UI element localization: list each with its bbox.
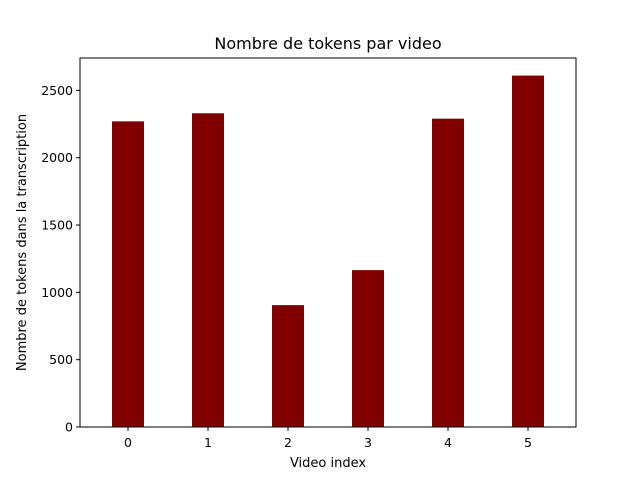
y-tick-label: 2000 — [41, 150, 73, 165]
y-axis-ticks: 0 500 1000 1500 2000 2500 — [41, 83, 80, 435]
bar-3 — [352, 270, 384, 427]
y-tick-label: 2500 — [41, 83, 73, 98]
bar-5 — [512, 75, 544, 428]
bar-2 — [272, 305, 304, 427]
y-tick-label: 1500 — [41, 218, 73, 233]
x-tick-label: 0 — [124, 435, 132, 450]
y-tick-label: 0 — [65, 420, 73, 435]
x-tick-label: 2 — [284, 435, 292, 450]
x-axis-ticks: 0 1 2 3 4 5 — [124, 427, 532, 450]
x-tick-label: 5 — [524, 435, 532, 450]
bars-group — [112, 75, 544, 428]
x-axis-label: Video index — [290, 456, 366, 471]
y-axis-label: Nombre de tokens dans la transcription — [15, 114, 30, 371]
y-tick-label: 500 — [49, 352, 73, 367]
chart-title: Nombre de tokens par video — [214, 34, 441, 53]
bar-1 — [192, 113, 224, 427]
plot-frame — [79, 57, 577, 428]
x-tick-label: 1 — [204, 435, 212, 450]
y-tick-label: 1000 — [41, 285, 73, 300]
bar-0 — [112, 121, 144, 428]
bar-4 — [432, 118, 464, 428]
x-tick-label: 4 — [444, 435, 452, 450]
x-tick-label: 3 — [364, 435, 372, 450]
